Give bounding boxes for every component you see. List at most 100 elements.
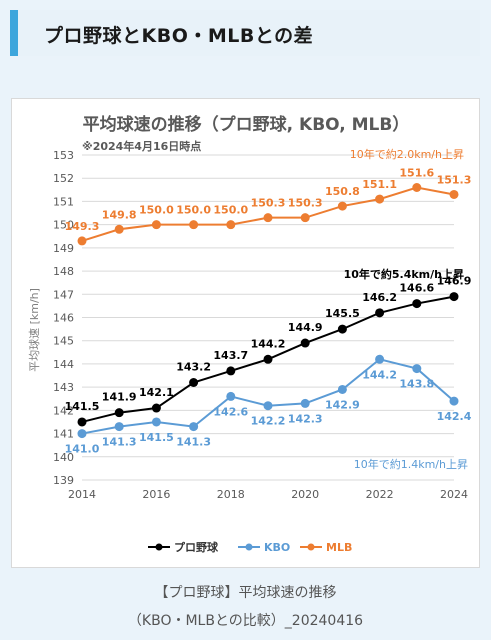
legend: プロ野球 KBO MLB [148,540,352,554]
data-point [77,236,87,246]
y-tick-label: 151 [53,195,74,208]
annotation-npb: 10年で約5.4km/h上昇 [344,267,464,281]
data-point [337,384,347,394]
legend-label-npb: プロ野球 [174,540,219,554]
legend-label-mlb: MLB [326,541,352,554]
data-point [151,417,161,427]
x-tick-label: 2022 [366,488,394,501]
data-point [226,391,236,401]
data-point [151,403,161,413]
data-label: 149.8 [102,208,137,221]
data-label: 150.0 [139,204,174,217]
section-title: プロ野球とKBO・MLBとの差 [44,25,314,47]
y-tick-label: 146 [53,312,74,325]
y-axis-label: 平均球速 [km/h] [27,288,41,372]
data-label: 142.2 [251,415,286,428]
y-tick-label: 152 [53,172,74,185]
data-label: 144.2 [362,368,397,381]
data-label: 150.8 [325,185,360,198]
y-tick-label: 147 [53,288,74,301]
legend-item-mlb: MLB [300,541,352,554]
x-tick-label: 2014 [68,488,96,501]
data-point [412,364,422,374]
data-point [449,396,459,406]
data-label: 151.6 [399,167,434,180]
y-tick-label: 142 [53,404,74,417]
y-axis-ticks: 139 140 141 142 143 144 145 146 147 148 149 150 151 1… [53,149,74,487]
data-label: 146.9 [437,275,472,288]
data-point [300,338,310,348]
data-point [412,299,422,309]
legend-label-kbo: KBO [264,541,290,554]
chart-subtitle: ※2024年4月16日時点 [82,139,201,153]
data-label: 143.8 [399,378,434,391]
data-label: 142.6 [213,405,248,418]
data-label: 141.5 [139,431,174,444]
y-tick-label: 144 [53,358,74,371]
y-tick-label: 150 [53,219,74,232]
data-point [449,189,459,199]
data-label: 141.3 [176,436,211,449]
data-label: 141.9 [102,391,137,404]
data-point [114,422,124,432]
data-point [449,292,459,302]
data-point [189,422,199,432]
chart-title: 平均球速の推移（プロ野球, KBO, MLB） [83,114,410,135]
data-point [263,401,273,411]
y-tick-label: 143 [53,381,74,394]
data-point [375,194,385,204]
data-label: 143.2 [176,361,211,374]
data-point [226,366,236,376]
data-point [375,354,385,364]
y-tick-label: 153 [53,149,74,162]
data-label: 141.0 [65,443,100,456]
data-point [114,408,124,418]
y-tick-label: 149 [53,242,74,255]
data-label: 150.3 [251,197,286,210]
data-point [263,213,273,223]
data-point [300,213,310,223]
x-tick-label: 2020 [291,488,319,501]
x-tick-label: 2016 [142,488,170,501]
data-label: 146.6 [399,282,434,295]
data-label: 142.1 [139,386,174,399]
data-label: 142.3 [288,412,323,425]
data-point [189,220,199,230]
x-axis-ticks: 2014 2016 2018 2020 2022 2024 [68,488,468,501]
data-label: 150.3 [288,197,323,210]
section-header: プロ野球とKBO・MLBとの差 [10,10,480,56]
x-tick-label: 2018 [217,488,245,501]
data-label: 146.2 [362,291,397,304]
chart-card [11,98,480,568]
data-label: 141.5 [65,400,100,413]
series-lines [77,183,459,439]
data-label: 151.3 [437,173,472,186]
data-point [263,354,273,364]
data-label: 142.9 [325,398,360,411]
y-tick-label: 145 [53,335,74,348]
caption-line-1: 【プロ野球】平均球速の推移 [154,585,337,601]
data-label: 141.3 [102,436,137,449]
data-point [151,220,161,230]
data-label: 150.0 [176,204,211,217]
data-label: 144.2 [251,337,286,350]
data-point [300,398,310,408]
data-point [226,220,236,230]
data-point [189,378,199,387]
legend-item-kbo: KBO [238,541,290,554]
y-tick-label: 148 [53,265,74,278]
data-point [337,201,347,211]
data-point [412,183,422,192]
data-label: 142.4 [437,410,472,423]
y-tick-label: 141 [53,428,74,441]
data-label: 144.9 [288,321,323,334]
y-tick-label: 140 [53,451,74,464]
data-label: 150.0 [213,204,248,217]
x-tick-label: 2024 [440,488,468,501]
caption-line-2: （KBO・MLBとの比較）_20240416 [127,613,364,629]
y-tick-label: 139 [53,474,74,487]
annotation-kbo: 10年で約1.4km/h上昇 [354,457,468,471]
legend-item-npb: プロ野球 [148,540,219,554]
